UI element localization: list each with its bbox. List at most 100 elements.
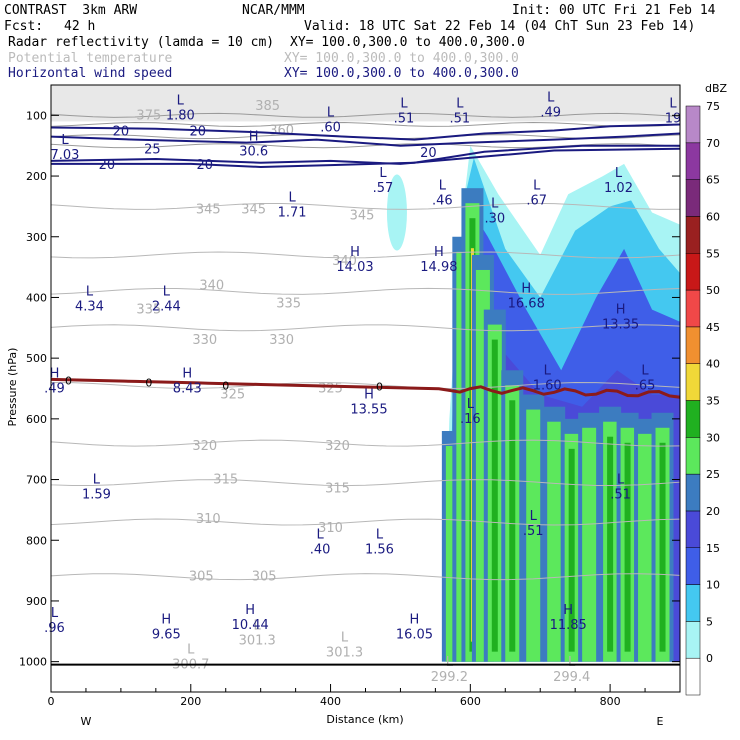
wind-contour-label: 20	[420, 146, 437, 161]
theta-label: 360	[269, 124, 294, 139]
theta-label: 325	[318, 382, 343, 397]
wind-maximum-marker: H	[249, 130, 259, 145]
wind-maximum-marker: H	[434, 245, 444, 260]
colorbar-segment	[685, 400, 701, 438]
colorbar-unit: dBZ	[705, 82, 728, 95]
extremum-value: .57	[373, 181, 394, 196]
wind-maximum-marker: H	[616, 303, 626, 318]
wind-minimum-marker: L	[288, 190, 296, 205]
wind-maximum-marker: H	[245, 603, 255, 618]
wind-maximum-marker: H	[521, 281, 531, 296]
extremum-value: 1.02	[604, 181, 633, 196]
wind-minimum-marker: L	[177, 93, 185, 108]
x-tick-label: 200	[180, 695, 201, 708]
theta-contour-upper	[50, 112, 681, 118]
echo-column-core	[659, 442, 666, 652]
extremum-value: 30.6	[239, 145, 268, 160]
extremum-value: .49	[540, 105, 561, 120]
freezing-level-label: 0	[222, 379, 229, 392]
wind-minimum-marker: L	[163, 285, 171, 300]
colorbar-segment	[685, 584, 701, 622]
extremum-value: 7.03	[51, 148, 80, 163]
theta-label: 340	[199, 278, 224, 293]
wind-minimum-marker: L	[316, 527, 324, 542]
extremum-value: 1.80	[166, 108, 195, 123]
theta-label: 330	[192, 333, 217, 348]
theta-minimum-marker: L	[187, 643, 195, 658]
model-name: CONTRAST 3km ARW	[4, 3, 138, 18]
colorbar-label: 20	[706, 505, 720, 518]
extremum-value: 13.35	[602, 318, 639, 333]
wind-contour-label: 20	[99, 158, 116, 173]
theta-label: 375	[136, 108, 161, 123]
theta-label: 310	[196, 512, 221, 527]
extremum-value: 16.05	[396, 627, 433, 642]
init-time: Init: 00 UTC Fri 21 Feb 14	[512, 3, 716, 18]
wind-minimum-marker: L	[456, 96, 464, 111]
wind-maximum-marker: H	[50, 366, 60, 381]
theta-contour	[50, 251, 681, 259]
theta-contour	[50, 439, 681, 447]
wind-contour-label: 20	[189, 125, 206, 140]
extremum-value: 16.68	[508, 296, 545, 311]
theta-contour	[50, 324, 681, 332]
wind-contour-label: 25	[144, 143, 161, 158]
theta-minimum-value: 299.2	[431, 670, 468, 685]
extremum-value: 1.56	[365, 542, 394, 557]
wind-minimum-marker: L	[615, 166, 623, 181]
y-tick-label: 1000	[19, 656, 47, 669]
x-tick-label: 400	[320, 695, 341, 708]
y-tick-label: 800	[26, 534, 47, 547]
colorbar-label: 5	[706, 615, 713, 628]
colorbar-segment	[685, 363, 701, 401]
colorbar-segment	[685, 179, 701, 217]
y-tick-label: 900	[26, 595, 47, 608]
y-tick-label: 200	[26, 170, 47, 183]
wind-contour-label: 20	[113, 125, 130, 140]
wind-minimum-marker: L	[379, 166, 387, 181]
theta-minimum-marker: L	[341, 631, 349, 646]
extremum-value: 13.55	[350, 403, 387, 418]
extremum-value: 11.85	[550, 618, 587, 633]
field-2-xy: XY= 100.0,300.0 to 400.0,300.0	[284, 51, 519, 66]
echo-column	[547, 421, 562, 662]
wind-minimum-marker: L	[439, 178, 447, 193]
extremum-value: .46	[432, 193, 453, 208]
echo-column-core	[491, 339, 498, 652]
colorbar-segment	[685, 326, 701, 364]
wind-minimum-marker: L	[533, 178, 541, 193]
extremum-value: .65	[635, 378, 656, 393]
wind-minimum-marker: L	[327, 105, 335, 120]
colorbar-segment	[685, 289, 701, 328]
extremum-value: .51	[394, 111, 415, 126]
x-left-end-label: W	[81, 715, 92, 728]
colorbar-segment	[685, 437, 701, 475]
x-tick-label: 800	[600, 695, 621, 708]
theta-minimum-marker: L	[568, 655, 576, 670]
theta-label: 305	[189, 570, 214, 585]
theta-label: 305	[252, 570, 277, 585]
theta-contour	[50, 479, 681, 487]
colorbar-label: 60	[706, 210, 720, 223]
extremum-value: .51	[450, 111, 471, 126]
field-3-name: Horizontal wind speed	[8, 66, 173, 81]
extremum-value: .16	[460, 412, 481, 427]
wind-minimum-marker: L	[86, 285, 94, 300]
colorbar-segment	[685, 621, 701, 659]
colorbar-label: 65	[706, 174, 720, 187]
theta-label: 310	[318, 521, 343, 536]
field-1-name: Radar reflectivity (lamda = 10 cm)	[8, 35, 275, 50]
colorbar-label: 45	[706, 321, 720, 334]
wind-minimum-marker: L	[376, 527, 384, 542]
colorbar-segment	[685, 105, 701, 144]
wind-maximum-marker: H	[350, 245, 360, 260]
theta-contour	[50, 573, 681, 581]
extremum-value: .51	[523, 524, 544, 539]
wind-maximum-marker: H	[364, 388, 374, 403]
wind-minimum-marker: L	[617, 473, 625, 488]
wind-maximum-marker: H	[161, 612, 171, 627]
wind-speed-contour	[51, 144, 680, 168]
theta-contour	[50, 381, 681, 389]
colorbar-label: 15	[706, 542, 720, 555]
colorbar-label: 70	[706, 137, 720, 150]
